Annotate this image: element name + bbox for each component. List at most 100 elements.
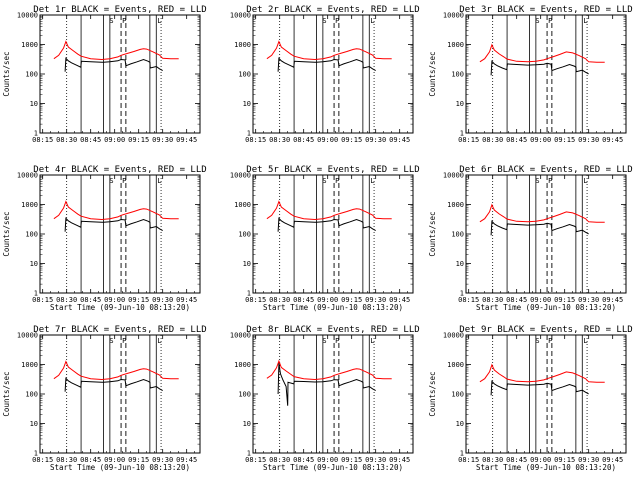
panel-det-2: Det 2r BLACK = Events, RED = LLD S P L 08:15… (230, 5, 420, 144)
panel-title: Det 8r BLACK = Events, RED = LLD (246, 325, 419, 335)
x-tick-label: 08:15 (32, 136, 53, 144)
plot-frame (465, 174, 627, 294)
marker-letter: L (157, 337, 161, 345)
x-tick-label: 08:45 (293, 136, 314, 144)
y-tick-label: 100 (451, 391, 464, 399)
x-tick-label: 08:45 (506, 296, 527, 304)
x-tick-label: 09:30 (578, 296, 599, 304)
y-tick-label: 10000 (443, 332, 464, 340)
series-lld-line (266, 359, 392, 381)
y-tick-label: 1000 (21, 201, 38, 209)
x-axis-label: Start Time (09-Jun-10 08:13:20) (263, 303, 403, 312)
series-events-line (490, 220, 589, 236)
series-events-line (490, 380, 589, 396)
y-tick-label: 100 (238, 71, 251, 79)
x-tick-label: 09:30 (152, 296, 173, 304)
y-tick-label: 10 (243, 420, 251, 428)
series-events-line (64, 57, 163, 72)
x-tick-label: 09:15 (554, 136, 575, 144)
y-tick-label: 10000 (230, 332, 251, 340)
series-lld-line (479, 363, 605, 383)
x-tick-label: 08:15 (32, 456, 53, 464)
x-tick-label: 08:45 (80, 296, 101, 304)
marker-letter: P (335, 17, 339, 25)
y-tick-label: 1 (247, 290, 251, 298)
x-tick-label: 08:15 (458, 456, 479, 464)
plot-frame (252, 14, 414, 134)
panel-det-9: Det 9r BLACK = Events, RED = LLD S P L 08:15… (428, 325, 633, 472)
series-lld-line (53, 200, 179, 221)
y-tick-label: 100 (25, 71, 38, 79)
y-tick-label: 1000 (447, 361, 464, 369)
x-tick-label: 09:00 (317, 296, 338, 304)
y-axis-label: Counts/sec (2, 51, 11, 96)
marker-letter: S (535, 177, 539, 185)
y-tick-label: 10000 (230, 172, 251, 180)
x-tick-label: 08:45 (293, 456, 314, 464)
x-tick-label: 09:45 (389, 136, 410, 144)
marker-letter: P (122, 177, 126, 185)
series-events-line (64, 377, 163, 392)
y-tick-label: 1 (247, 450, 251, 458)
y-tick-label: 1 (34, 450, 38, 458)
x-tick-label: 09:00 (317, 136, 338, 144)
x-tick-label: 09:00 (104, 456, 125, 464)
panel-det-7: Det 7r BLACK = Events, RED = LLD S P L 08:15… (2, 325, 207, 472)
marker-letter: S (322, 17, 326, 25)
x-tick-label: 08:45 (80, 136, 101, 144)
panel-title: Det 7r BLACK = Events, RED = LLD (33, 325, 206, 335)
y-tick-label: 100 (451, 71, 464, 79)
x-tick-label: 09:15 (128, 456, 149, 464)
y-tick-label: 1 (460, 290, 464, 298)
y-tick-label: 100 (238, 391, 251, 399)
x-tick-label: 09:00 (530, 136, 551, 144)
x-tick-label: 08:30 (56, 456, 77, 464)
x-tick-label: 09:45 (176, 136, 197, 144)
panel-det-6: Det 6r BLACK = Events, RED = LLD S P L 08:15… (428, 165, 633, 312)
x-tick-label: 08:15 (245, 296, 266, 304)
y-tick-label: 1 (460, 130, 464, 138)
series-lld-line (479, 203, 605, 223)
panel-det-8: Det 8r BLACK = Events, RED = LLD S P L 08:15… (230, 325, 420, 472)
panel-title: Det 9r BLACK = Events, RED = LLD (459, 325, 632, 335)
y-tick-label: 10 (456, 420, 464, 428)
y-tick-label: 1000 (21, 361, 38, 369)
x-tick-label: 09:15 (341, 296, 362, 304)
x-tick-label: 09:45 (602, 456, 623, 464)
plot-frame (465, 14, 627, 134)
series-lld-line (53, 40, 179, 61)
x-tick-label: 09:30 (152, 456, 173, 464)
y-tick-label: 1 (247, 130, 251, 138)
x-tick-label: 09:30 (578, 456, 599, 464)
plot-frame (39, 174, 201, 294)
y-tick-label: 10 (243, 260, 251, 268)
x-tick-label: 08:30 (482, 136, 503, 144)
x-tick-label: 08:30 (269, 296, 290, 304)
x-axis-label: Start Time (09-Jun-10 08:13:20) (50, 303, 190, 312)
x-axis-label: Start Time (09-Jun-10 08:13:20) (263, 463, 403, 472)
series-lld-line (266, 200, 392, 221)
x-tick-label: 09:00 (104, 136, 125, 144)
x-tick-label: 09:15 (341, 456, 362, 464)
x-tick-label: 09:00 (104, 296, 125, 304)
marker-letter: S (535, 337, 539, 345)
marker-letter: L (583, 337, 587, 345)
marker-letter: S (535, 17, 539, 25)
series-lld-line (266, 40, 392, 61)
marker-letter: P (548, 177, 552, 185)
y-tick-label: 1000 (447, 41, 464, 49)
series-events-line (64, 217, 163, 232)
y-tick-label: 100 (25, 231, 38, 239)
plot-frame (39, 14, 201, 134)
x-tick-label: 08:30 (482, 296, 503, 304)
x-tick-label: 09:00 (530, 296, 551, 304)
y-tick-label: 1 (460, 450, 464, 458)
series-events-line (277, 363, 376, 406)
y-tick-label: 10000 (17, 12, 38, 20)
series-events-line (277, 217, 376, 232)
x-tick-label: 08:15 (245, 456, 266, 464)
panel-title: Det 6r BLACK = Events, RED = LLD (459, 165, 632, 175)
marker-letter: S (109, 337, 113, 345)
x-axis-label: Start Time (09-Jun-10 08:13:20) (476, 463, 616, 472)
panel-det-1: Det 1r BLACK = Events, RED = LLD S P L 08:15… (2, 5, 207, 144)
